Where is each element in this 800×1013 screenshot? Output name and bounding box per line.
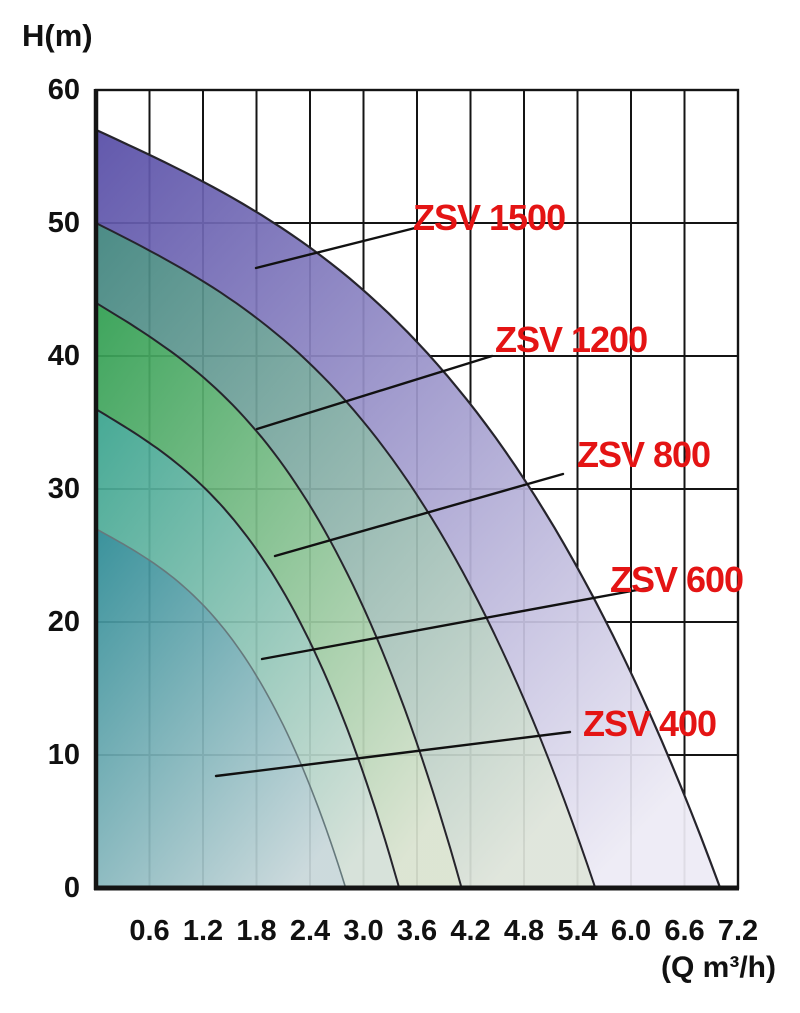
x-axis-title: (Q m³/h) <box>661 951 776 984</box>
x-tick-label: 6.6 <box>664 915 705 947</box>
leader-lines <box>214 226 650 778</box>
curve-zsv-800 <box>95 301 463 889</box>
x-tick-label: 1.2 <box>182 915 224 947</box>
leader-line-zsv-400 <box>214 730 572 778</box>
series-label-zsv-1500: ZSV 1500 <box>413 197 566 238</box>
x-tick-label: 4.8 <box>503 915 545 947</box>
band-zsv-400 <box>96 528 346 888</box>
curve-bands <box>96 129 721 888</box>
x-tick-label: 5.4 <box>557 915 598 947</box>
band-zsv-1500 <box>96 129 721 888</box>
x-tick-label: 7.2 <box>717 915 759 947</box>
series-label-zsv-1200: ZSV 1200 <box>495 319 648 360</box>
band-zsv-1200 <box>96 223 596 888</box>
leader-line-zsv-800 <box>273 472 565 558</box>
x-tick-label: 6.0 <box>610 915 652 947</box>
y-tick-label: 40 <box>47 340 80 372</box>
leader-line-zsv-600 <box>260 586 650 661</box>
series-label-zsv-600: ZSV 600 <box>610 559 744 600</box>
x-tick-label: 3.0 <box>343 915 384 947</box>
y-tick-label: 60 <box>47 74 80 106</box>
x-tick-label: 2.4 <box>289 915 331 947</box>
curve-zsv-400 <box>95 528 347 889</box>
x-tick-label: 3.6 <box>396 915 438 947</box>
y-tick-label: 10 <box>47 739 80 771</box>
y-tick-label: 0 <box>63 872 80 904</box>
series-label-zsv-800: ZSV 800 <box>577 434 711 475</box>
y-axis-title: H(m) <box>22 18 93 53</box>
y-tick-label: 30 <box>47 473 80 505</box>
leader-line-zsv-1200 <box>255 354 494 431</box>
leader-line-zsv-1500 <box>254 226 417 270</box>
series-label-zsv-400: ZSV 400 <box>583 703 717 744</box>
curve-zsv-1500 <box>94 128 722 890</box>
band-zsv-800 <box>96 302 462 888</box>
x-tick-label: 4.2 <box>450 915 491 947</box>
y-tick-label: 20 <box>47 606 80 638</box>
x-tick-label: 0.6 <box>129 915 170 947</box>
band-zsv-600 <box>96 409 400 888</box>
x-tick-label: 1.8 <box>236 915 277 947</box>
plot-border <box>93 88 740 891</box>
y-tick-label: 50 <box>47 207 80 239</box>
curve-zsv-600 <box>95 408 401 889</box>
